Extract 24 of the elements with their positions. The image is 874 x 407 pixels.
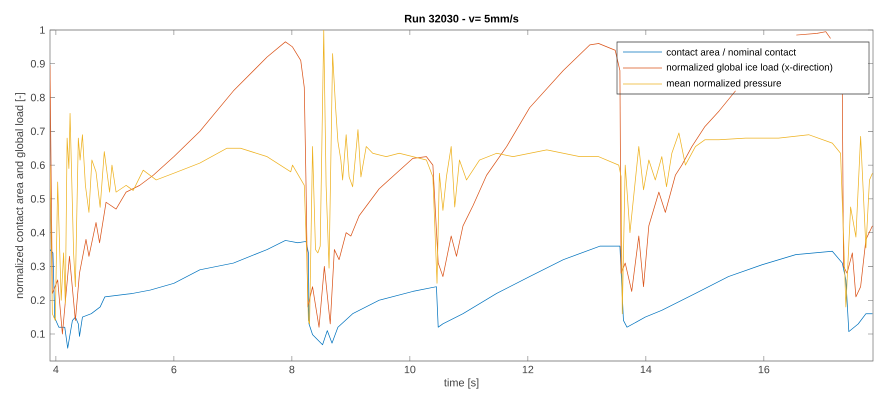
x-tick-label: 12	[522, 366, 534, 374]
y-tick-label: 0.5	[30, 195, 45, 203]
y-tick-label: 0.9	[30, 60, 45, 68]
y-tick-label: 0.2	[30, 296, 45, 304]
y-tick-label: 0.1	[30, 330, 45, 338]
line-series	[50, 240, 873, 349]
x-tick-label: 10	[404, 366, 416, 374]
y-tick-label: 0.3	[30, 262, 45, 270]
y-tick-label: 0.8	[30, 94, 45, 102]
y-tick-label: 0.4	[30, 228, 45, 236]
y-tick-label: 0.6	[30, 161, 45, 169]
x-tick-label: 4	[53, 366, 59, 374]
y-tick-label: 1	[40, 26, 45, 34]
x-tick-label: 8	[289, 366, 294, 374]
x-tick-label: 16	[758, 366, 770, 374]
x-axis-title: time [s]	[444, 378, 478, 389]
chart-title: Run 32030 - v= 5mm/s	[404, 14, 518, 23]
y-tick-label: 0.7	[30, 128, 45, 136]
x-tick-label: 6	[171, 366, 176, 374]
y-axis-title: normalized contact area and global load [-]	[15, 93, 26, 298]
legend-label: mean normalized pressure	[666, 79, 782, 89]
legend-label: normalized global ice load (x-direction)	[666, 63, 832, 73]
x-tick-label: 14	[640, 366, 652, 374]
legend-label: contact area / nominal contact	[666, 48, 796, 56]
